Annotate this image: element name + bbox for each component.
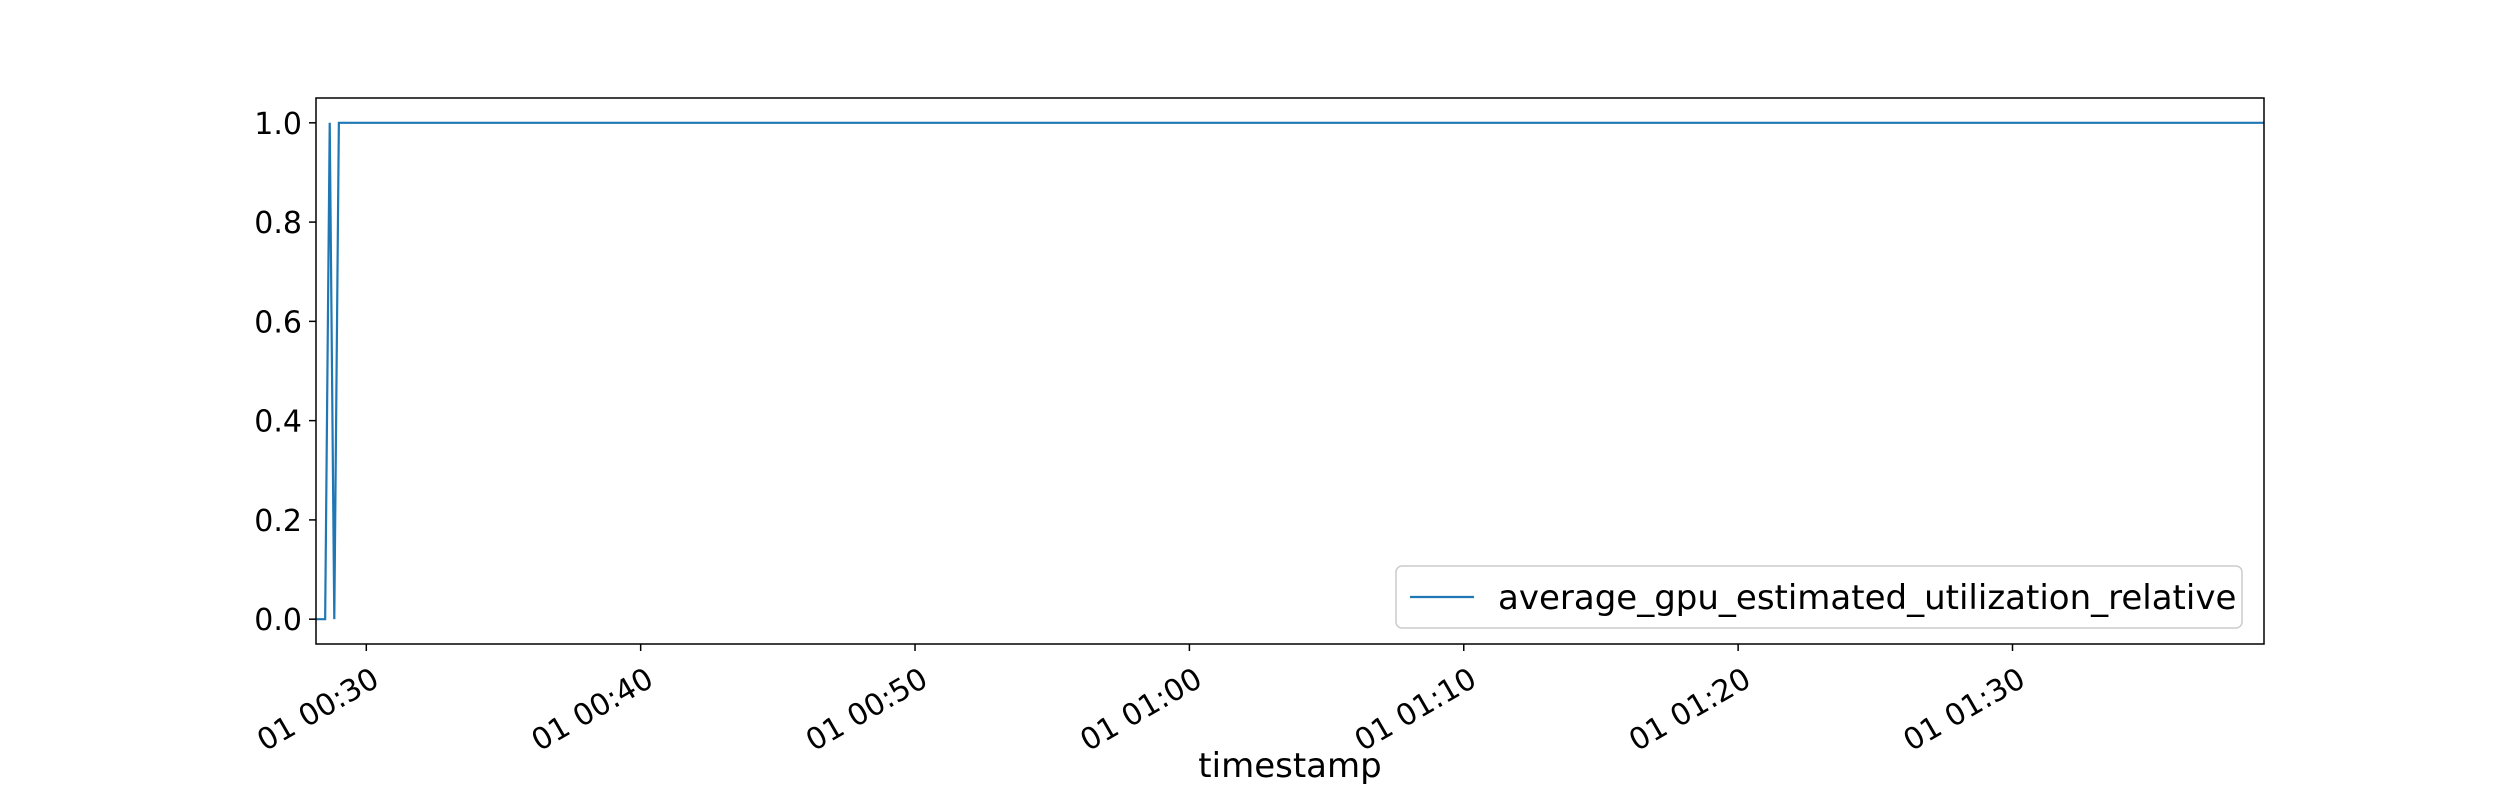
y-tick-label: 0.0 (254, 603, 302, 638)
plot-area (316, 98, 2264, 644)
y-tick-label: 0.8 (254, 206, 302, 241)
y-axis-ticks: 0.0 0.2 0.4 0.6 0.8 1.0 (254, 107, 316, 638)
y-tick-label: 0.2 (254, 504, 302, 539)
legend-box (1395, 565, 2243, 629)
y-tick-label: 0.6 (254, 305, 302, 340)
legend-label: average_gpu_estimated_utilization_relati… (1498, 578, 2236, 618)
x-tick-label: 01 00:30 (251, 661, 385, 758)
x-axis-label: timestamp (1198, 746, 1381, 786)
y-tick-label: 1.0 (254, 107, 302, 142)
x-tick-label: 01 00:50 (800, 661, 934, 758)
x-tick-label: 01 01:20 (1623, 661, 1757, 758)
y-tick-label: 0.4 (254, 405, 302, 440)
series-layer (316, 121, 2264, 621)
x-tick-label: 01 01:10 (1349, 661, 1483, 758)
x-tick-label: 01 00:40 (526, 661, 660, 758)
x-tick-label: 01 01:30 (1898, 661, 2032, 758)
x-axis-ticks: 01 00:30 01 00:40 01 00:50 01 01:00 01 01:10… (251, 644, 2031, 759)
plot-frame (315, 97, 2265, 645)
legend: average_gpu_estimated_utilization_relati… (1395, 565, 2243, 629)
series-line-0 (316, 121, 2264, 621)
x-tick-label: 01 01:00 (1074, 661, 1208, 758)
